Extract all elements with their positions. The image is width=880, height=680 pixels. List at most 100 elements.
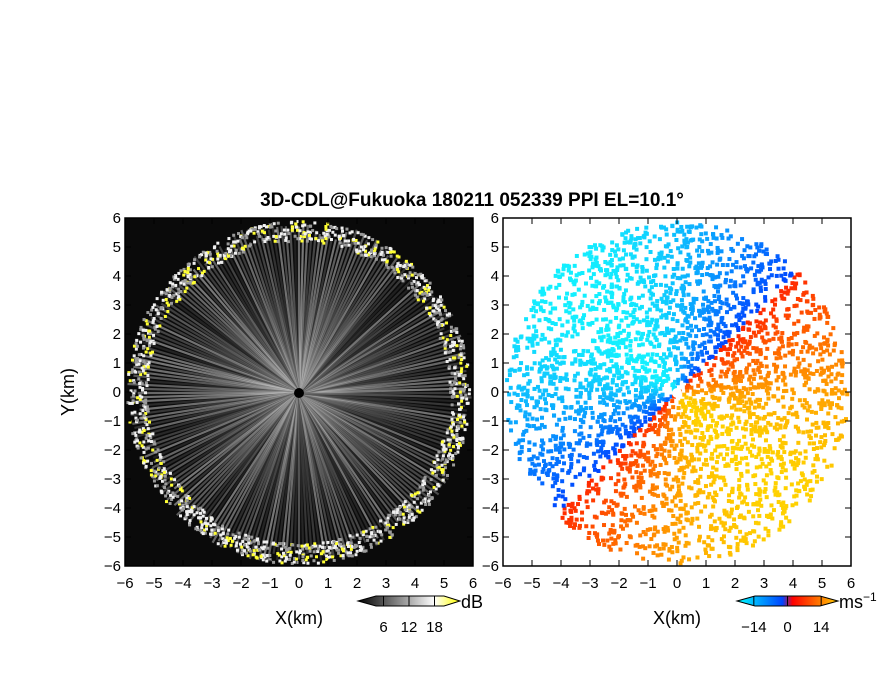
- velocity-cell: [541, 459, 546, 464]
- snr-rim-cell: [450, 429, 454, 433]
- velocity-cell: [691, 392, 696, 397]
- velocity-cell: [722, 521, 727, 526]
- velocity-cell: [756, 521, 761, 526]
- velocity-cell: [726, 498, 731, 503]
- velocity-cell: [712, 283, 717, 288]
- velocity-cell: [669, 508, 674, 513]
- velocity-cell: [572, 417, 577, 422]
- velocity-cell: [709, 471, 714, 476]
- snr-rim-cell: [253, 226, 257, 230]
- snr-rim-cell: [402, 516, 406, 520]
- velocity-cell: [674, 443, 679, 448]
- velocity-cell: [721, 321, 726, 326]
- velocity-cell: [620, 380, 625, 385]
- snr-rim-cell: [185, 510, 189, 514]
- velocity-cell: [554, 342, 559, 347]
- velocity-cell: [757, 513, 762, 518]
- velocity-cell: [682, 241, 687, 246]
- velocity-cell: [609, 536, 614, 541]
- snr-rim-cell: [232, 233, 236, 237]
- snr-rim-cell: [147, 335, 151, 339]
- velocity-cell: [703, 504, 708, 509]
- snr-rim-cell: [331, 230, 335, 234]
- snr-rim-cell: [459, 357, 463, 361]
- velocity-cell: [813, 457, 818, 462]
- snr-rim-cell: [259, 225, 263, 229]
- snr-rim-cell: [294, 222, 298, 226]
- snr-rim-cell: [216, 542, 220, 546]
- snr-rim-cell: [303, 223, 307, 227]
- velocity-cell: [767, 267, 772, 272]
- velocity-cell: [665, 525, 670, 530]
- snr-rim-cell: [423, 287, 427, 291]
- velocity-cell: [654, 374, 659, 379]
- snr-rim-cell: [160, 491, 164, 495]
- velocity-cell: [695, 416, 700, 421]
- velocity-cell: [647, 406, 652, 411]
- velocity-cell: [551, 476, 556, 481]
- velocity-cell: [639, 385, 644, 390]
- velocity-cell: [552, 372, 557, 377]
- velocity-cell: [710, 456, 715, 461]
- velocity-cell: [839, 434, 844, 439]
- snr-rim-cell: [182, 273, 186, 277]
- velocity-cell: [809, 409, 814, 414]
- velocity-cell: [725, 351, 730, 356]
- velocity-cell: [726, 367, 731, 372]
- velocity-cell: [530, 416, 535, 421]
- velocity-cell: [600, 387, 605, 392]
- velocity-cell: [517, 438, 522, 443]
- snr-rim-cell: [137, 332, 141, 336]
- velocity-cell: [621, 340, 626, 345]
- velocity-cell: [678, 561, 683, 566]
- snr-rim-cell: [381, 258, 385, 262]
- snr-rim-cell: [158, 453, 162, 457]
- velocity-cell: [766, 373, 771, 378]
- velocity-cell: [769, 412, 774, 417]
- velocity-cell: [710, 405, 715, 410]
- velocity-cell: [657, 342, 662, 347]
- snr-x-tick-label: 5: [440, 575, 448, 592]
- velocity-cell: [655, 307, 660, 312]
- velocity-cell: [654, 337, 659, 342]
- velocity-cell: [580, 352, 585, 357]
- velocity-cell: [778, 425, 783, 430]
- velocity-cell: [682, 238, 687, 243]
- velocity-cell: [638, 449, 643, 454]
- velocity-cell: [658, 386, 663, 391]
- velocity-cell: [814, 425, 819, 430]
- snr-rim-cell: [240, 551, 244, 555]
- velocity-cell: [822, 458, 827, 463]
- velocity-cell: [726, 333, 731, 338]
- velocity-cell: [531, 305, 536, 310]
- snr-rim-cell: [402, 265, 406, 269]
- snr-rim-cell: [252, 549, 256, 553]
- velocity-cell: [566, 520, 571, 525]
- snr-rim-cell: [465, 383, 469, 387]
- velocity-cell: [745, 350, 750, 355]
- snr-rim-cell: [204, 519, 208, 523]
- snr-rim-cell: [226, 539, 230, 543]
- velocity-cell: [523, 414, 528, 419]
- velocity-cell: [698, 451, 703, 456]
- velocity-cell: [643, 404, 648, 409]
- velocity-cell: [651, 550, 656, 555]
- snr-rim-cell: [205, 524, 209, 528]
- snr-rim-cell: [155, 297, 159, 301]
- velocity-cell: [685, 388, 690, 393]
- velocity-cell: [797, 272, 802, 277]
- snr-rim-cell: [306, 230, 310, 234]
- velocity-cell: [824, 311, 829, 316]
- snr-rim-cell: [380, 533, 384, 537]
- snr-rim-cell: [446, 428, 450, 432]
- snr-rim-cell: [281, 543, 285, 547]
- velocity-cell: [535, 341, 540, 346]
- snr-x-tick-label: −3: [203, 575, 220, 592]
- velocity-cell: [623, 461, 628, 466]
- velocity-cell: [716, 322, 721, 327]
- velocity-cell: [723, 482, 728, 487]
- velocity-cell: [745, 462, 750, 467]
- snr-rim-cell: [169, 301, 173, 305]
- snr-rim-cell: [344, 239, 348, 243]
